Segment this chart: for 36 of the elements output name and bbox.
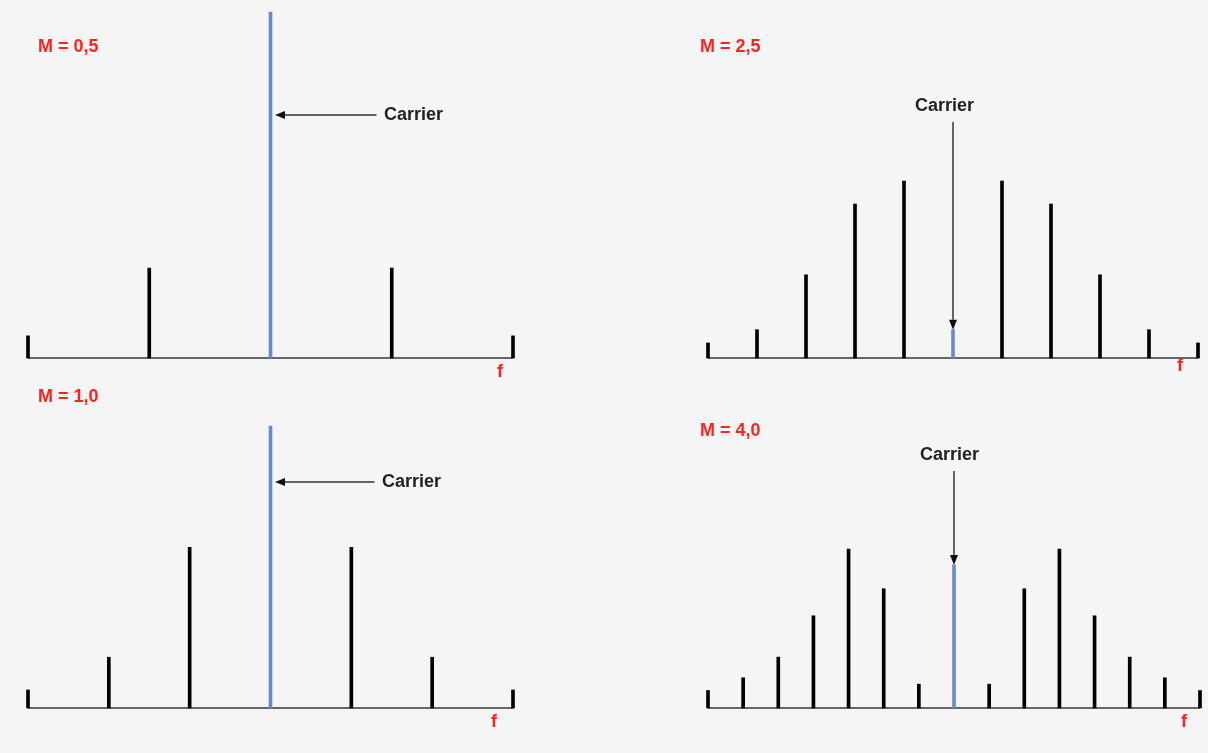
x-axis-title: f: [497, 361, 503, 382]
bar: [1022, 588, 1027, 709]
bar: [755, 329, 759, 359]
text: Carrier: [915, 95, 975, 116]
bar: [1127, 656, 1132, 709]
bar: [987, 683, 991, 709]
bar: [706, 690, 710, 709]
x-axis-title: f: [491, 711, 497, 732]
bar: [1198, 690, 1202, 709]
bar: [1049, 203, 1053, 359]
bar: [881, 588, 886, 709]
bar: [26, 689, 30, 709]
text: Carrier: [920, 444, 980, 465]
bar: [804, 274, 808, 359]
bar: [107, 656, 111, 709]
bar: [511, 689, 515, 709]
bar: [776, 656, 781, 709]
bar: [1163, 677, 1167, 709]
x-axis-title: f: [1181, 711, 1187, 732]
bar: [1196, 342, 1200, 359]
x-axis-title: f: [1177, 355, 1183, 376]
bar: [1098, 274, 1102, 359]
bar: [741, 677, 745, 709]
bar: [706, 342, 710, 359]
chart-title: M = 2,5: [700, 36, 761, 57]
text: M = 0,5: [38, 36, 99, 57]
bar: [917, 683, 921, 709]
bar: [430, 656, 434, 709]
annotation: Carrier: [384, 104, 444, 125]
bar: [1000, 180, 1004, 359]
annotation: Carrier: [382, 471, 442, 492]
chart-title: M = 1,0: [38, 386, 99, 407]
bar: [1147, 329, 1151, 359]
bar: [902, 180, 906, 359]
bar: [853, 203, 857, 359]
chart-title: M = 4,0: [700, 420, 761, 441]
